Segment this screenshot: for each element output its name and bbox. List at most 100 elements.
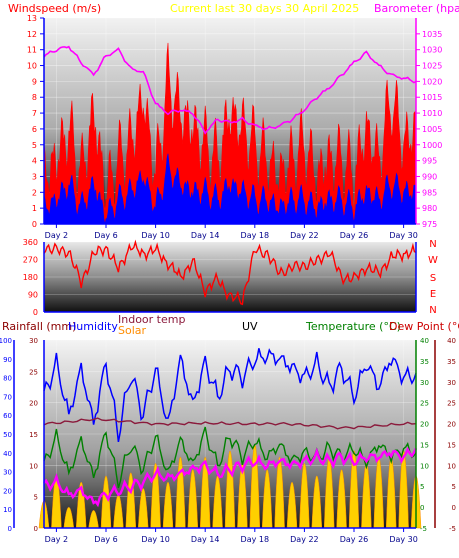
dewpoint-tick-label: 20: [447, 421, 456, 429]
solar-peak: [137, 488, 149, 529]
chart2-ytick-label: 90: [28, 291, 38, 300]
chart1-xtick-label: Day 14: [191, 231, 220, 240]
chart1-ytick-label: 0: [32, 220, 37, 229]
humidity-tick-label: 50: [3, 431, 12, 439]
chart1-xtick-label: Day 2: [45, 231, 68, 240]
chart1-ytick-label: 4: [32, 157, 37, 166]
rain-tick-label: 25: [29, 368, 38, 376]
chart1-ytick-label: 7: [32, 109, 37, 118]
temperature-line: [43, 426, 417, 489]
compass-label: W: [428, 255, 438, 266]
temperature-axis-title: Temperature (°C): [305, 320, 401, 333]
chart1-xtick-label: Day 10: [141, 231, 170, 240]
wind-gust-area: [43, 42, 417, 225]
indoor-temp-title: Indoor temp: [118, 313, 185, 326]
chart3-xtick-label: Day 26: [340, 535, 369, 544]
compass-label: N: [429, 305, 436, 316]
rain-tick-label: 5: [34, 494, 38, 502]
chart1-ytick-label: 11: [27, 46, 37, 55]
dewpoint-tick-label: 15: [447, 441, 456, 449]
dewpoint-tick-label: 30: [447, 379, 456, 387]
chart3-xtick-label: Day 30: [389, 535, 418, 544]
wind-direction-line: [43, 239, 417, 306]
solar-peak: [261, 469, 273, 529]
humidity-tick-label: 90: [3, 356, 12, 364]
dewpoint-tick-label: 35: [447, 358, 456, 366]
chart3-xtick-label: Day 18: [241, 535, 270, 544]
compass-label: S: [430, 273, 436, 284]
temperature-tick-label: 25: [420, 400, 429, 408]
chart3-xtick-label: Day 2: [45, 535, 68, 544]
temperature-tick-label: -5: [420, 525, 427, 533]
chart1-marks: [43, 42, 417, 225]
dewpoint-tick-label: 10: [447, 462, 456, 470]
chart2-ytick-label: 270: [23, 256, 38, 265]
chart3-axes: 0102030405060708090100051015202530-50510…: [0, 337, 456, 544]
chart2-marks: [43, 239, 417, 306]
chart1-ytick-label: 6: [32, 125, 37, 134]
chart1-y2tick-label: 980: [422, 204, 437, 213]
rain-tick-label: 15: [29, 431, 38, 439]
chart1-y2tick-label: 975: [422, 220, 437, 229]
humidity-line: [43, 348, 417, 443]
chart3-marks: [38, 348, 422, 529]
dewpoint-tick-label: 5: [452, 483, 456, 491]
dewpoint-axis-title: Dew Point (°C): [389, 320, 459, 333]
solar-title: Solar: [118, 324, 147, 337]
chart1-ytick-label: 2: [32, 188, 37, 197]
solar-peak: [311, 475, 323, 529]
solar-peak: [336, 469, 347, 529]
uv-title: UV: [242, 320, 258, 333]
temperature-tick-label: 20: [420, 421, 429, 429]
temperature-tick-label: 30: [420, 379, 429, 387]
indoor-temp-line: [43, 417, 417, 430]
chart1-xtick-label: Day 30: [389, 231, 418, 240]
chart1-y2tick-label: 1010: [422, 109, 442, 118]
rain-tick-label: 10: [29, 462, 38, 470]
humidity-tick-label: 60: [3, 412, 12, 420]
humidity-tick-label: 30: [3, 469, 12, 477]
chart2-ytick-label: 360: [23, 238, 38, 247]
chart1-ytick-label: 10: [27, 62, 37, 71]
chart1-ytick-label: 3: [32, 172, 37, 181]
chart2-ytick-label: 180: [23, 273, 38, 282]
humidity-tick-label: 100: [0, 337, 12, 345]
humidity-tick-label: 70: [3, 393, 12, 401]
rain-tick-label: 30: [29, 337, 38, 345]
chart3-xtick-label: Day 10: [141, 535, 170, 544]
rain-tick-label: 20: [29, 400, 38, 408]
dewpoint-line: [43, 446, 418, 508]
barometer-line: [43, 45, 417, 135]
solar-peak: [299, 463, 310, 529]
chart1-ytick-label: 9: [32, 77, 37, 86]
solar-peak: [199, 456, 211, 529]
chart1-xtick-label: Day 18: [241, 231, 270, 240]
humidity-tick-label: 40: [3, 450, 12, 458]
dewpoint-tick-label: 0: [452, 504, 456, 512]
temperature-tick-label: 15: [420, 441, 429, 449]
chart1-y2tick-label: 1030: [422, 46, 442, 55]
humidity-tick-label: 10: [3, 506, 12, 514]
humidity-axis-title: Humidity: [68, 320, 118, 333]
temperature-tick-label: 5: [420, 483, 424, 491]
chart1-y2tick-label: 995: [422, 157, 437, 166]
solar-peak: [274, 456, 285, 529]
chart1-ytick-label: 8: [32, 93, 37, 102]
temperature-tick-label: 40: [420, 337, 429, 345]
solar-peak: [286, 481, 298, 529]
baro-axis-title: Barometer (hpa): [374, 2, 459, 15]
dewpoint-tick-label: 40: [447, 337, 456, 345]
compass-label: E: [430, 289, 436, 300]
chart1-y2tick-label: 1015: [422, 93, 442, 102]
dewpoint-tick-label: -5: [449, 525, 456, 533]
chart2-background: [44, 242, 416, 312]
solar-peak: [348, 450, 360, 529]
solar-peak: [162, 481, 174, 529]
chart1-xtick-label: Day 26: [340, 231, 369, 240]
solar-peak: [100, 475, 112, 529]
chart1-y2tick-label: 1035: [422, 30, 442, 39]
wind-average-area: [43, 153, 417, 225]
